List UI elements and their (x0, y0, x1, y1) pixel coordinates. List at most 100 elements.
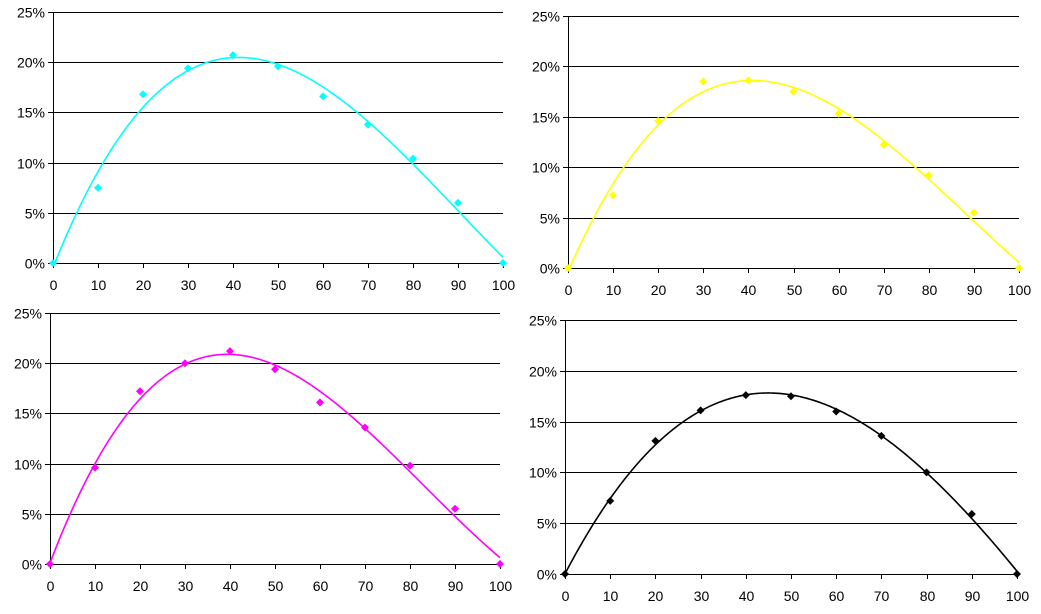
data-point (316, 398, 324, 407)
chart-1: 0% 5% 10% 15% 20% 25% 0 10 20 30 40 50 60 70 80 90 100 (17, 5, 515, 294)
data-point (924, 171, 933, 180)
x-tick-label: 100 (1008, 282, 1032, 298)
data-point (409, 154, 417, 163)
data-point (877, 431, 886, 440)
y-tick-label: 15% (17, 105, 45, 121)
x-tick-label: 30 (181, 277, 197, 293)
data-point (451, 504, 459, 513)
data-point (922, 468, 931, 477)
x-tick-label: 30 (696, 282, 712, 298)
y-tick-label: 10% (529, 465, 557, 481)
data-point (499, 259, 507, 267)
data-point (879, 141, 888, 150)
y-tick-label: 0% (537, 567, 557, 583)
x-tick-label: 10 (606, 282, 622, 298)
x-tick-label: 50 (787, 282, 803, 298)
x-tick-label: 50 (268, 578, 284, 594)
x-tick-label: 20 (136, 277, 152, 293)
data-point (496, 560, 504, 568)
data-point (361, 423, 369, 432)
y-tick-label: 0% (22, 557, 42, 573)
chart-4: 0% 5% 10% 15% 20% 25% 0 10 20 30 40 50 60 70 80 90 100 (529, 313, 1029, 605)
y-tick-label: 15% (532, 110, 560, 126)
chart-2: 0% 5% 10% 15% 20% 25% 0 10 20 30 40 50 60 70 80 90 100 (532, 9, 1031, 299)
data-point (696, 406, 705, 415)
y-tick-label: 5% (540, 211, 560, 227)
data-point (319, 92, 327, 101)
x-tick-label: 0 (47, 578, 55, 594)
data-point (969, 208, 978, 217)
data-point (274, 62, 282, 71)
data-point (832, 407, 841, 416)
x-tick-label: 30 (694, 588, 710, 604)
data-point (741, 391, 750, 400)
y-tick-label: 25% (14, 306, 42, 322)
data-point (609, 191, 618, 200)
data-point (226, 347, 234, 356)
data-point (561, 570, 569, 578)
data-point (364, 120, 372, 129)
x-tick-label: 70 (358, 578, 374, 594)
data-point (699, 77, 708, 86)
y-tick-label: 5% (25, 206, 45, 222)
trendline (567, 79, 1020, 269)
data-point (1015, 264, 1023, 272)
y-tick-label: 10% (532, 160, 560, 176)
data-point (91, 463, 99, 472)
trendline (564, 392, 1018, 575)
x-tick-label: 60 (832, 282, 848, 298)
x-tick-label: 100 (1006, 588, 1030, 604)
data-point (136, 387, 144, 396)
y-tick-label: 20% (532, 59, 560, 75)
trendline (52, 56, 504, 264)
y-tick-label: 0% (540, 261, 560, 277)
data-point (406, 461, 414, 470)
x-tick-label: 40 (741, 282, 757, 298)
data-point (606, 496, 615, 505)
x-tick-label: 40 (739, 588, 755, 604)
data-point (271, 365, 279, 374)
x-tick-label: 10 (91, 277, 107, 293)
data-point (229, 51, 237, 60)
y-tick-label: 20% (14, 356, 42, 372)
y-tick-label: 5% (537, 516, 557, 532)
data-point (789, 87, 798, 96)
y-tick-label: 15% (529, 415, 557, 431)
y-tick-label: 20% (17, 55, 45, 71)
x-tick-label: 0 (565, 282, 573, 298)
chart-3: 0% 5% 10% 15% 20% 25% 0 10 20 30 40 50 60 70 80 90 100 (14, 306, 512, 595)
data-point (94, 183, 102, 192)
x-tick-label: 40 (223, 578, 239, 594)
y-tick-label: 5% (22, 507, 42, 523)
data-point (1013, 570, 1021, 578)
x-tick-label: 50 (784, 588, 800, 604)
x-tick-label: 10 (88, 578, 104, 594)
y-tick-label: 10% (17, 156, 45, 172)
x-tick-label: 80 (406, 277, 422, 293)
x-tick-label: 90 (965, 588, 981, 604)
x-tick-label: 10 (603, 588, 619, 604)
x-tick-label: 90 (967, 282, 983, 298)
y-tick-label: 15% (14, 406, 42, 422)
x-tick-label: 90 (448, 578, 464, 594)
data-point (184, 64, 192, 73)
y-tick-label: 25% (529, 313, 557, 329)
data-point (654, 116, 663, 125)
data-point (967, 510, 976, 519)
x-tick-label: 80 (403, 578, 419, 594)
data-point (744, 76, 753, 85)
x-tick-label: 0 (562, 588, 570, 604)
x-tick-label: 20 (651, 282, 667, 298)
data-point (49, 259, 57, 267)
data-point (139, 90, 147, 99)
data-point (651, 436, 660, 445)
x-tick-label: 30 (178, 578, 194, 594)
x-tick-label: 70 (877, 282, 893, 298)
x-tick-label: 60 (316, 277, 332, 293)
y-tick-label: 0% (25, 256, 45, 272)
x-tick-label: 20 (648, 588, 664, 604)
x-tick-label: 20 (133, 578, 149, 594)
data-point (454, 198, 462, 207)
x-tick-label: 90 (451, 277, 467, 293)
